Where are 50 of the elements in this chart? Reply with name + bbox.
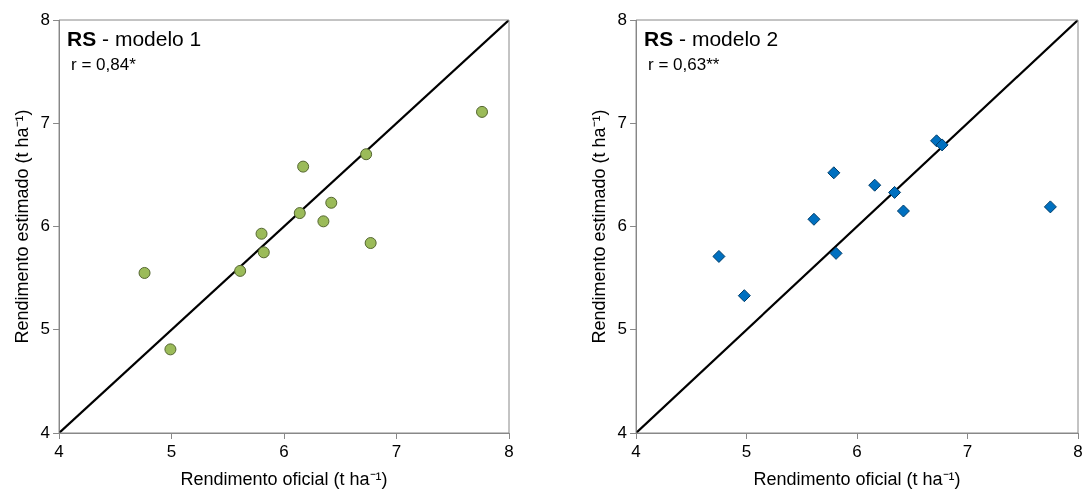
x-tick-label: 6: [852, 441, 862, 461]
point: [234, 264, 247, 277]
annotation: r = 0,63**: [648, 55, 720, 74]
point: [1043, 200, 1057, 214]
chart-title: RS - modelo 1: [67, 27, 202, 50]
y-tick-label: 8: [617, 9, 628, 29]
point: [737, 289, 751, 303]
y-tick-label: 8: [40, 9, 51, 29]
x-tick-label: 7: [962, 441, 973, 461]
point: [325, 196, 338, 209]
x-tick-label: 4: [631, 441, 641, 461]
point: [476, 105, 488, 118]
x-tick-label: 7: [391, 441, 402, 461]
point: [896, 204, 910, 218]
point: [138, 266, 151, 279]
point: [164, 343, 177, 356]
chart-title: RS - modelo 2: [644, 27, 779, 50]
y-tick-label: 5: [617, 319, 628, 339]
y-tick-label: 5: [40, 319, 51, 339]
y-tick-label: 4: [40, 422, 51, 442]
x-axis-title: Rendimento oficial (t ha⁻¹): [180, 469, 388, 490]
x-tick-label: 8: [504, 441, 514, 461]
point: [257, 246, 270, 259]
x-tick-label: 4: [54, 441, 64, 461]
point: [935, 138, 949, 152]
point: [829, 246, 843, 260]
point: [297, 160, 310, 173]
annotation: r = 0,84*: [71, 55, 137, 74]
point: [360, 148, 373, 161]
y-axis-title: Rendimento estimado (t ha⁻¹): [11, 109, 32, 344]
point: [364, 237, 377, 250]
y-tick-label: 7: [40, 112, 51, 132]
y-tick-label: 6: [617, 216, 628, 236]
point: [317, 215, 330, 228]
x-tick-label: 5: [166, 441, 177, 461]
point: [807, 212, 821, 226]
x-tick-label: 8: [1073, 441, 1083, 461]
point: [712, 249, 726, 263]
y-tick-label: 4: [617, 422, 628, 442]
point: [293, 207, 306, 220]
y-axis-title: Rendimento estimado (t ha⁻¹): [588, 109, 609, 344]
point: [255, 227, 268, 240]
point: [868, 178, 882, 192]
x-tick-label: 5: [741, 441, 752, 461]
x-tick-label: 6: [279, 441, 289, 461]
point: [827, 166, 841, 180]
x-axis-title: Rendimento oficial (t ha⁻¹): [753, 469, 961, 490]
y-tick-label: 6: [40, 216, 51, 236]
y-tick-label: 7: [617, 112, 628, 132]
point: [888, 185, 902, 199]
